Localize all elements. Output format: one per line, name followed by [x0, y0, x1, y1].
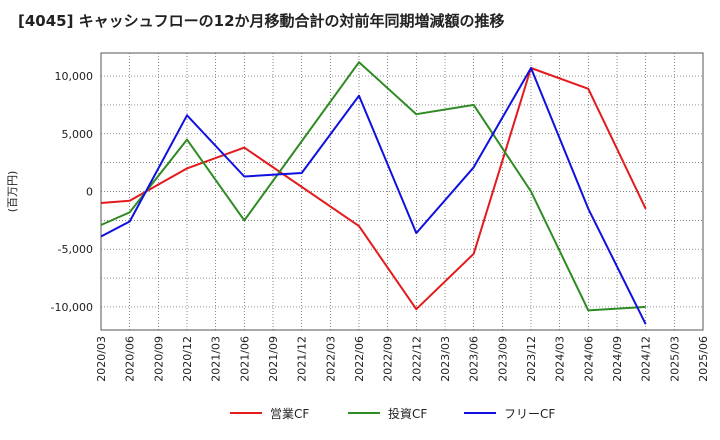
series-line: [100, 67, 647, 325]
x-tick-label: 2020/06: [124, 336, 137, 382]
x-tick-label: 2020/03: [95, 336, 108, 382]
chart-title: [4045] キャッシュフローの12か月移動合計の対前年同期増減額の推移: [18, 12, 505, 30]
series-line: [100, 61, 646, 312]
y-tick-label: -5,000: [58, 243, 93, 256]
y-tick-label: -10,000: [51, 301, 93, 314]
x-tick-label: 2022/03: [324, 336, 337, 382]
x-tick-label: 2024/12: [640, 336, 653, 382]
y-tick-label: 0: [86, 186, 93, 199]
x-tick-label: 2023/03: [439, 336, 452, 382]
x-tick-label: 2021/09: [267, 336, 280, 382]
x-tick-label: 2020/09: [152, 336, 165, 382]
y-tick-label: 10,000: [55, 70, 94, 83]
y-axis-label: (百万円): [6, 171, 19, 213]
x-tick-label: 2022/06: [353, 336, 366, 382]
series-line: [100, 67, 647, 311]
x-tick-label: 2023/12: [525, 336, 538, 382]
x-tick-label: 2025/06: [697, 336, 710, 382]
x-tick-label: 2023/09: [496, 336, 509, 382]
legend-label: 営業CF: [270, 407, 309, 421]
x-tick-label: 2021/03: [210, 336, 223, 382]
x-tick-label: 2022/09: [382, 336, 395, 382]
x-tick-label: 2024/03: [554, 336, 567, 382]
x-tick-label: 2024/09: [611, 336, 624, 382]
x-tick-label: 2020/12: [181, 336, 194, 382]
y-tick-label: 5,000: [62, 128, 94, 141]
legend-label: フリーCF: [504, 407, 555, 421]
axes: 10,000 5,000 0 -5,000 -10,000 (百万円) 2020/03 202…: [6, 52, 710, 382]
x-tick-label: 2021/12: [296, 336, 309, 382]
x-tick-label: 2025/03: [668, 336, 681, 382]
x-tick-label: 2021/06: [238, 336, 251, 382]
series-lines: [100, 61, 647, 325]
x-tick-label: 2024/06: [582, 336, 595, 382]
grid: [101, 53, 703, 330]
legend-label: 投資CF: [388, 406, 427, 421]
plot-frame: [100, 52, 704, 331]
x-tick-label: 2023/06: [468, 336, 481, 382]
legend: 営業CF 投資CF フリーCF: [230, 406, 555, 421]
x-tick-label: 2022/12: [410, 336, 423, 382]
